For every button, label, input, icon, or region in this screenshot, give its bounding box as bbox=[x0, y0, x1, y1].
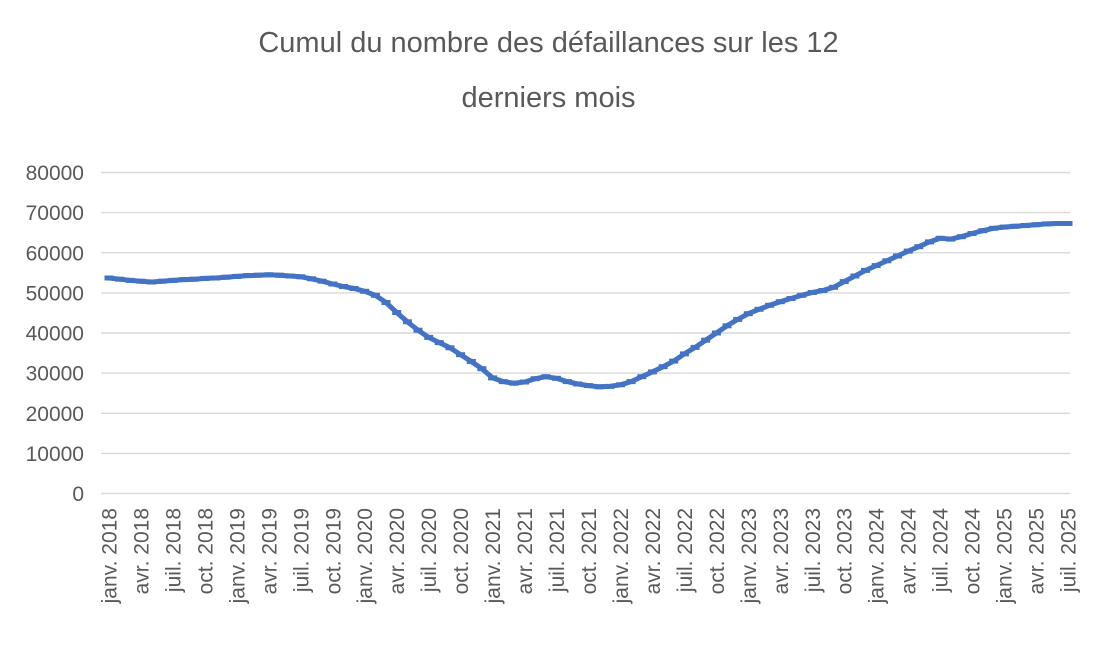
x-axis-tick-label: juil. 2024 bbox=[930, 508, 953, 593]
x-axis-tick-label: janv. 2018 bbox=[99, 508, 122, 604]
x-axis-tick-label: oct. 2022 bbox=[706, 508, 729, 594]
x-axis-tick-label: oct. 2020 bbox=[450, 508, 473, 594]
x-axis-labels: janv. 2018 avr. 2018 juil. 2018 oct. 2018 ja… bbox=[99, 508, 1081, 605]
x-axis-tick-label: avr. 2018 bbox=[131, 508, 154, 594]
y-axis-tick-label: 10000 bbox=[26, 443, 84, 466]
x-axis-tick-label: avr. 2024 bbox=[898, 508, 921, 595]
y-gridlines bbox=[101, 171, 1070, 495]
x-axis-tick-label: juil. 2020 bbox=[418, 508, 441, 593]
x-axis-tick-label: avr. 2025 bbox=[1026, 508, 1049, 594]
x-axis-tick-label: janv. 2022 bbox=[610, 508, 633, 604]
x-axis-tick-label: juil. 2018 bbox=[162, 508, 185, 593]
y-axis-tick-label: 0 bbox=[72, 483, 84, 506]
x-axis-tick-label: janv. 2025 bbox=[994, 508, 1017, 604]
y-axis-labels: 0 10000 20000 30000 40000 50000 60000 70000 8000… bbox=[26, 162, 84, 506]
x-axis-tick-label: avr. 2022 bbox=[642, 508, 665, 594]
chart-title-line2: derniers mois bbox=[461, 82, 636, 114]
y-axis-tick-label: 70000 bbox=[26, 202, 84, 225]
x-axis-tick-label: oct. 2021 bbox=[578, 508, 601, 594]
x-axis-tick-label: oct. 2018 bbox=[194, 508, 217, 594]
x-axis-tick-label: avr. 2019 bbox=[258, 508, 281, 594]
x-axis-tick-label: juil. 2021 bbox=[546, 508, 569, 593]
y-axis-tick-label: 60000 bbox=[26, 242, 84, 265]
x-axis-tick-label: avr. 2021 bbox=[514, 508, 537, 594]
data-series-line bbox=[106, 221, 1071, 390]
x-axis-tick-label: janv. 2023 bbox=[738, 508, 761, 604]
x-axis-tick-label: juil. 2022 bbox=[674, 508, 697, 593]
x-axis-tick-label: avr. 2023 bbox=[770, 508, 793, 594]
y-axis-tick-label: 40000 bbox=[26, 323, 84, 346]
x-axis-tick-label: janv. 2021 bbox=[482, 508, 505, 604]
x-axis-tick-label: oct. 2019 bbox=[322, 508, 345, 594]
chart-title-line1: Cumul du nombre des défaillances sur les… bbox=[258, 27, 839, 59]
x-axis-tick-label: janv. 2024 bbox=[866, 508, 889, 605]
y-axis-tick-label: 20000 bbox=[26, 403, 84, 426]
y-axis-tick-label: 30000 bbox=[26, 363, 84, 386]
x-axis-tick-label: juil. 2019 bbox=[290, 508, 313, 593]
y-axis-tick-label: 50000 bbox=[26, 282, 84, 305]
x-axis-tick-label: oct. 2023 bbox=[834, 508, 857, 594]
chart-title: Cumul du nombre des défaillances sur les… bbox=[0, 16, 1097, 126]
x-axis-tick-label: avr. 2020 bbox=[386, 508, 409, 594]
y-axis-tick-label: 80000 bbox=[26, 162, 84, 185]
x-axis-tick-label: janv. 2019 bbox=[226, 508, 249, 604]
x-axis-tick-label: juil. 2023 bbox=[802, 508, 825, 593]
x-axis-tick-label: janv. 2020 bbox=[354, 508, 377, 604]
data-point-markers bbox=[104, 221, 1073, 390]
x-axis-tick-label: oct. 2024 bbox=[962, 508, 985, 595]
x-axis-tick-label: juil. 2025 bbox=[1058, 508, 1081, 593]
